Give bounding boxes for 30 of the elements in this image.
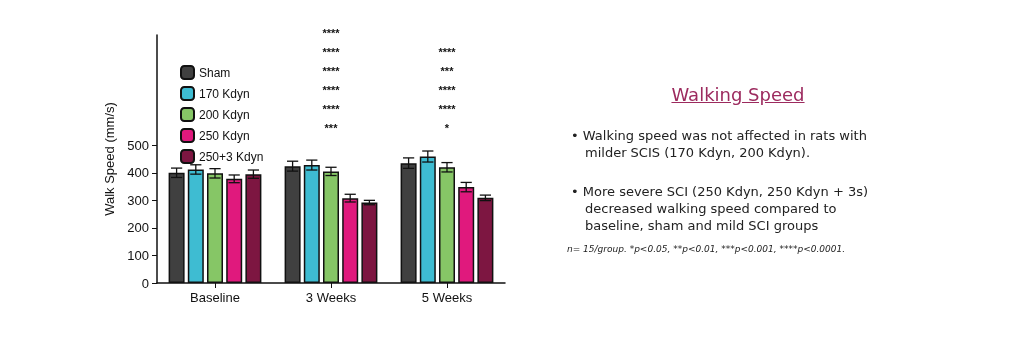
y-tick-label: 100	[127, 247, 149, 263]
y-tick-label: 300	[127, 192, 149, 208]
legend-label: 250+3 Kdyn	[199, 149, 264, 164]
annotation: ****	[322, 26, 341, 39]
legend-label: 200 Kdyn	[199, 107, 250, 122]
annotation: ****	[322, 102, 341, 115]
y-tick-label: 200	[127, 220, 149, 236]
y-tick-label: 500	[127, 137, 149, 153]
annotation: ****	[322, 83, 341, 96]
legend-label: Sham	[199, 65, 231, 80]
legend-label: 250 Kdyn	[199, 128, 250, 143]
text: n= 15/group. *p<0.05, **p<0.01, ***p<0.001, ****p<0.0001.	[567, 244, 847, 254]
text: • More severe SCI (250 Kdyn, 250 Kdyn + 3s) decreased walking speed compared to baseline, sham and mild SCI groups	[571, 183, 870, 234]
x-tick-label: 5 Weeks	[421, 290, 473, 305]
y-axis-title: Walk Speed (mm/s)	[102, 102, 118, 216]
text: Walking Speed	[670, 84, 806, 105]
x-tick-label: 3 Weeks	[305, 290, 357, 305]
annotation: ****	[438, 102, 457, 115]
annotation: ***	[324, 121, 339, 134]
annotation: *	[444, 121, 450, 134]
legend-label: 170 Kdyn	[199, 86, 250, 101]
x-tick-label: Baseline	[190, 290, 240, 305]
annotation: ****	[322, 45, 341, 58]
annotation: ***	[440, 64, 455, 77]
annotation: ****	[438, 83, 457, 96]
y-tick-label: 400	[127, 165, 149, 181]
annotation: ****	[322, 64, 341, 77]
y-tick-label: 0	[141, 275, 149, 291]
text: • Walking speed was not affected in rats with milder SCIS (170 Kdyn, 200 Kdyn).	[571, 127, 868, 161]
annotation: ****	[438, 45, 457, 58]
